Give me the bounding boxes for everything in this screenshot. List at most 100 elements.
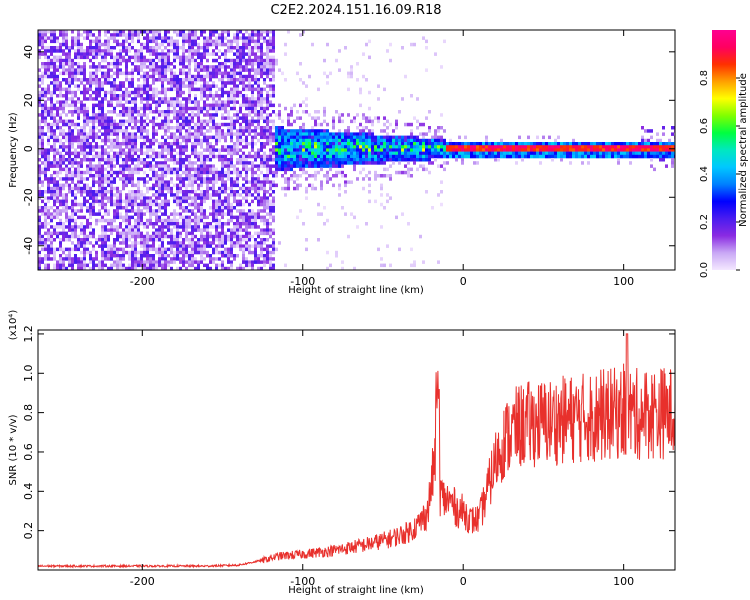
heatmap-cell: [68, 148, 71, 152]
heatmap-cell: [77, 113, 80, 117]
heatmap-cell: [200, 215, 203, 220]
heatmap-cell: [167, 183, 170, 188]
heatmap-cell: [293, 161, 296, 165]
heatmap-cell: [98, 87, 101, 92]
heatmap-cell: [317, 110, 320, 114]
heatmap-cell: [176, 42, 179, 47]
heatmap-cell: [212, 241, 215, 245]
heatmap-cell: [182, 46, 185, 50]
heatmap-cell: [248, 167, 251, 172]
heatmap-cell: [239, 90, 242, 95]
heatmap-cell: [77, 266, 80, 270]
heatmap-cell: [38, 119, 41, 124]
heatmap-cell: [119, 190, 122, 194]
heatmap-cell: [47, 154, 50, 159]
heatmap-cell: [122, 228, 125, 232]
heatmap-cell: [272, 238, 275, 242]
heatmap-cell: [71, 132, 74, 136]
heatmap-cell: [158, 247, 161, 252]
heatmap-cell: [260, 94, 263, 98]
heatmap-cell: [131, 161, 134, 165]
heatmap-cell: [122, 234, 125, 239]
heatmap-cell: [116, 135, 119, 140]
heatmap-cell: [356, 161, 359, 165]
heatmap-cell: [71, 103, 74, 108]
heatmap-cell: [293, 103, 296, 108]
heatmap-cell: [98, 103, 101, 108]
heatmap-cell: [368, 183, 371, 188]
heatmap-cell: [257, 71, 260, 76]
heatmap-cell: [80, 225, 83, 229]
heatmap-cell: [176, 138, 179, 143]
heatmap-cell: [95, 87, 98, 92]
heatmap-cell: [221, 209, 224, 213]
heatmap-cell: [50, 33, 53, 37]
heatmap-cell: [251, 215, 254, 220]
heatmap-cell: [353, 132, 356, 136]
heatmap-cell: [122, 148, 125, 152]
heatmap-cell: [119, 122, 122, 127]
heatmap-cell: [194, 260, 197, 264]
heatmap-cell: [98, 260, 101, 264]
heatmap-cell: [350, 180, 353, 184]
heatmap-cell: [161, 62, 164, 66]
heatmap-cell: [161, 110, 164, 114]
heatmap-cell: [128, 234, 131, 239]
heatmap-cell: [128, 81, 131, 85]
heatmap-cell: [137, 129, 140, 133]
heatmap-cell: [101, 183, 104, 188]
heatmap-cell: [164, 122, 167, 127]
heatmap-cell: [101, 116, 104, 120]
heatmap-cell: [71, 190, 74, 194]
heatmap-cell: [38, 138, 41, 143]
heatmap-cell: [86, 138, 89, 143]
heatmap-cell: [260, 215, 263, 220]
heatmap-cell: [86, 250, 89, 255]
heatmap-cell: [164, 55, 167, 60]
heatmap-cell: [80, 126, 83, 130]
heatmap-cell: [215, 177, 218, 181]
heatmap-cell: [203, 212, 206, 216]
heatmap-cell: [293, 180, 296, 184]
heatmap-cell: [41, 180, 44, 184]
heatmap-cell: [230, 78, 233, 82]
heatmap-cell: [227, 90, 230, 95]
heatmap-cell: [374, 170, 377, 175]
heatmap-cell: [242, 151, 245, 156]
heatmap-cell: [158, 215, 161, 220]
heatmap-cell: [188, 222, 191, 226]
heatmap-cell: [254, 183, 257, 188]
heatmap-cell: [191, 270, 194, 274]
heatmap-cell: [137, 209, 140, 213]
heatmap-cell: [224, 116, 227, 120]
heatmap-cell: [263, 87, 266, 92]
heatmap-cell: [62, 266, 65, 270]
heatmap-cell: [365, 174, 368, 178]
heatmap-cell: [197, 46, 200, 50]
heatmap-cell: [284, 170, 287, 175]
heatmap-cell: [164, 250, 167, 255]
heatmap-cell: [161, 254, 164, 258]
heatmap-cell: [77, 225, 80, 229]
heatmap-cell: [203, 215, 206, 220]
heatmap-cell: [143, 177, 146, 181]
heatmap-cell: [356, 132, 359, 136]
heatmap-cell: [236, 218, 239, 223]
heatmap-cell: [239, 132, 242, 136]
heatmap-cell: [266, 84, 269, 88]
heatmap-cell: [155, 250, 158, 255]
heatmap-cell: [257, 199, 260, 204]
heatmap-cell: [80, 65, 83, 69]
heatmap-cell: [62, 42, 65, 47]
heatmap-cell: [176, 135, 179, 140]
heatmap-cell: [230, 119, 233, 124]
heatmap-cell: [71, 202, 74, 207]
heatmap-cell: [131, 39, 134, 44]
heatmap-cell: [209, 170, 212, 175]
heatmap-cell: [146, 100, 149, 104]
heatmap-cell: [56, 122, 59, 127]
heatmap-cell: [146, 260, 149, 264]
heatmap-cell: [95, 36, 98, 40]
heatmap-cell: [227, 126, 230, 130]
